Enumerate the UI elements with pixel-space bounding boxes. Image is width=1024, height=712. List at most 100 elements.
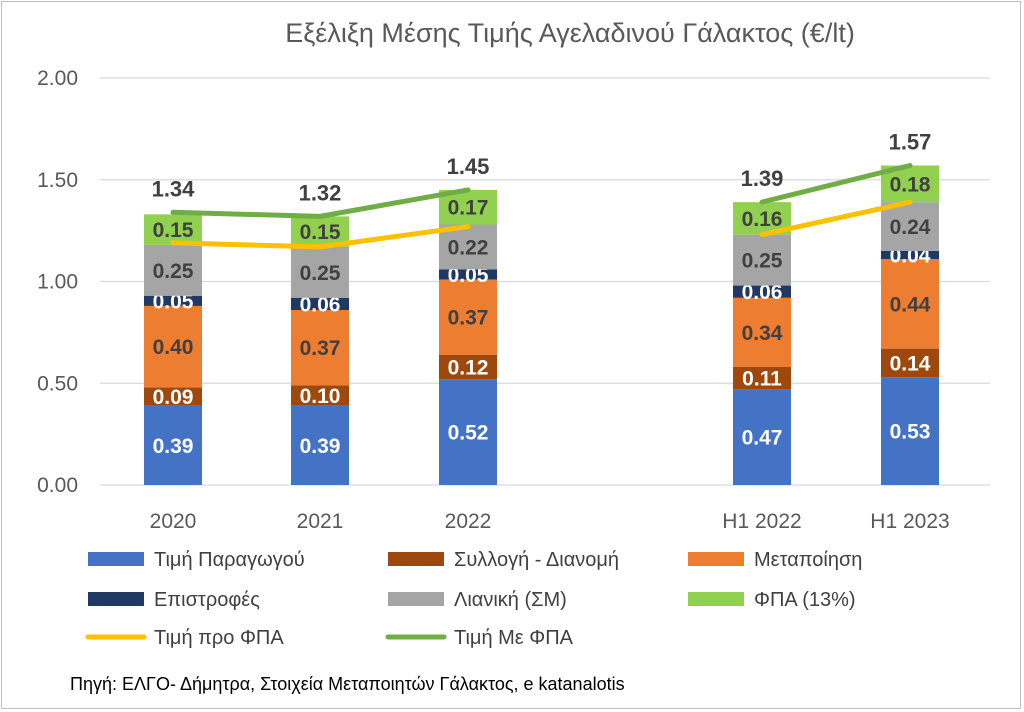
legend-label: Λιανική (ΣΜ) [454,589,567,611]
gridlines [100,77,990,486]
bar-segment [439,354,497,380]
bar-stack: 0.39 0.09 0.40 0.05 0.25 0.15 [144,214,202,485]
y-tick-label: 1.00 [37,271,78,294]
legend-item: Τιμή προ ΦΠΑ [85,627,284,649]
chart-title: Εξέλιξη Μέσης Τιμής Αγελαδινού Γάλακτος … [285,18,855,48]
data-label: 0.22 [448,236,489,259]
bar-segment [144,214,202,245]
x-tick-label: 2022 [445,510,492,533]
series-line [170,224,471,250]
y-tick-label: 2.00 [37,67,78,90]
data-label: 0.47 [742,427,783,450]
data-label: 0.11 [742,368,782,391]
bar-segment [733,285,791,298]
legend-swatch [688,592,744,606]
total-label: 1.45 [447,154,490,179]
data-label: 0.39 [153,435,194,458]
legend-label: Επιστροφές [154,589,260,611]
bar-segment [881,250,939,260]
bar-stack: 0.530.140.440.040.240.18 [881,165,939,485]
bar-segment [733,389,791,485]
data-label: 0.24 [890,216,931,239]
data-label: 0.52 [448,422,489,445]
bar-segment [881,377,939,485]
x-tick-label: 2021 [297,510,344,533]
bar-segment [144,387,202,406]
data-label: 0.14 [890,352,931,375]
legend-label: Τιμή προ ΦΠΑ [154,627,284,649]
y-tick-label: 0.00 [37,474,78,497]
bar-segment [291,309,349,386]
total-label: 1.39 [741,166,784,191]
bar-segment [291,246,349,298]
data-label: 0.10 [300,385,341,408]
data-label: 0.37 [300,337,341,360]
legend-item: Λιανική (ΣΜ) [388,589,567,611]
data-label: 0.25 [300,262,341,285]
x-tick-label: H1 2023 [870,510,949,533]
bar-segment [881,202,939,251]
x-tick-label: H1 2022 [722,510,801,533]
legend: Τιμή Παραγωγού Συλλογή - Διανομή Μεταποίησ… [85,549,862,649]
bars: 0.39 0.09 0.40 0.05 0.25 0.15 0.39 0.10 0.37 0.06… [144,165,939,485]
data-label: 0.09 [153,386,194,409]
data-label: 0.05 [153,290,194,313]
legend-swatch [88,552,144,566]
legend-label: Τιμή Με ΦΠΑ [454,627,574,649]
legend-item: Τιμή Παραγωγού [88,549,305,571]
data-label: 0.15 [300,221,341,244]
bar-segment [291,405,349,485]
total-label: 1.57 [889,130,932,155]
data-label: 0.18 [890,173,931,196]
legend-label: Μεταποίηση [754,549,862,571]
data-label: 0.12 [448,356,489,379]
data-label: 0.15 [153,219,194,242]
bar-segment [439,224,497,270]
bar-stack: 0.39 0.10 0.37 0.06 0.25 0.15 [291,216,349,485]
legend-swatch [88,592,144,606]
legend-label: Συλλογή - Διανομή [454,549,619,571]
bar-segment [144,405,202,485]
legend-swatch [388,592,444,606]
bar-segment [291,297,349,310]
source-note: Πηγή: ΕΛΓΟ- Δήμητρα, Στοιχεία Μεταποιητώ… [70,674,625,694]
bar-segment [733,297,791,367]
x-axis-ticks: 2020 2021 2022 H1 2022 H1 2023 [150,510,950,533]
bar-segment [144,244,202,296]
data-label: 0.06 [300,293,341,316]
bar-segment [881,259,939,349]
data-label: 0.34 [742,322,783,345]
legend-item: Επιστροφές [88,589,260,611]
bar-stack: 0.47 0.11 0.34 0.06 0.25 0.16 [733,202,791,485]
total-label: 1.32 [299,180,342,205]
legend-item: Μεταποίηση [688,549,862,571]
bar-segment [733,366,791,390]
data-label: 0.53 [890,421,931,444]
bar-segment [439,379,497,485]
data-label: 0.25 [153,260,194,283]
legend-label: Τιμή Παραγωγού [154,549,305,571]
data-label: 0.06 [742,281,783,304]
bar-segment [439,269,497,280]
data-label: 0.16 [742,208,783,231]
y-tick-label: 0.50 [37,372,78,395]
total-label: 1.34 [152,176,196,201]
data-label: 0.05 [448,264,489,287]
data-label: 0.39 [300,435,341,458]
data-label: 0.25 [742,250,783,273]
lines: 1.34 1.32 1.45 1.39 1.57 [152,130,932,250]
y-tick-label: 1.50 [37,169,78,192]
legend-label: ΦΠΑ (13%) [754,589,856,611]
legend-item: Τιμή Με ΦΠΑ [385,627,574,649]
bar-segment [881,348,939,378]
bar-segment [439,279,497,355]
bar-segment [144,295,202,306]
data-label: 0.37 [448,307,489,330]
data-label: 0.44 [890,293,931,316]
x-tick-label: 2020 [150,510,197,533]
legend-swatch [388,552,444,566]
legend-swatch [688,552,744,566]
series-line [170,187,471,219]
series-line [759,199,913,238]
